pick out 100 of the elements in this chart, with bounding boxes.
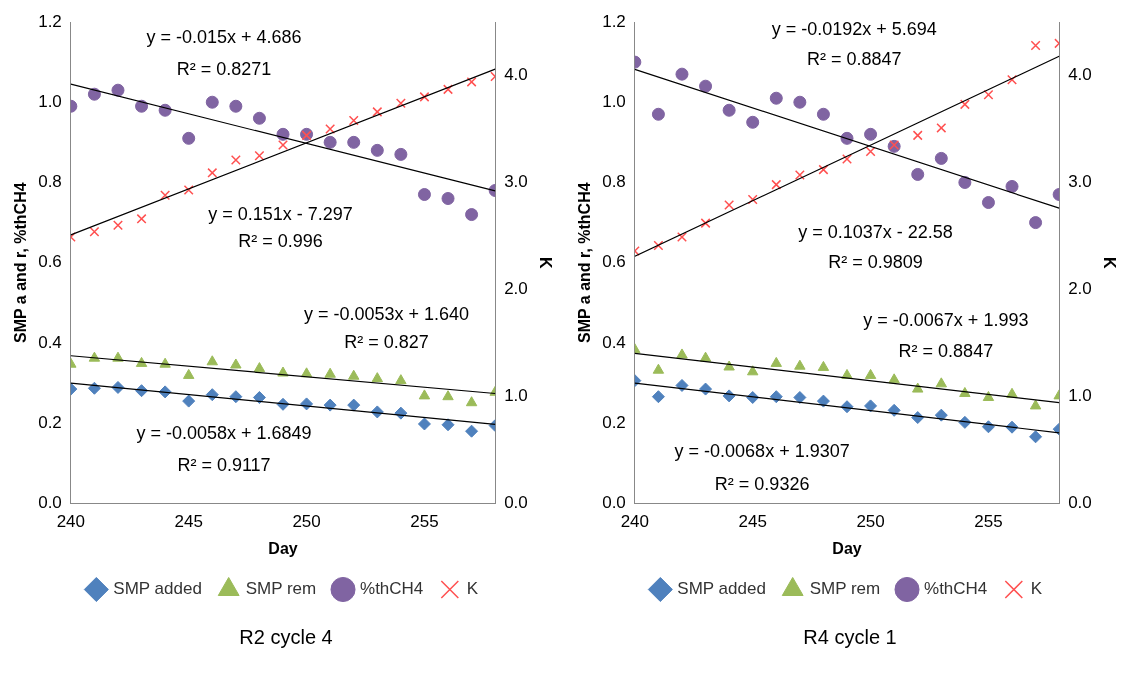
y2-tick-label: 0.0 <box>504 493 528 513</box>
y2-tick-label: 4.0 <box>504 65 528 85</box>
point <box>372 106 383 117</box>
point <box>207 167 218 178</box>
y2-tick-label: 3.0 <box>1068 172 1092 192</box>
point <box>394 147 408 161</box>
point <box>465 424 479 438</box>
point <box>816 394 830 408</box>
point <box>936 122 947 133</box>
annotation: R² = 0.8847 <box>806 49 902 69</box>
y-tick-label: 0.4 <box>38 332 62 352</box>
point <box>111 83 125 97</box>
point <box>816 107 830 121</box>
point <box>817 360 830 371</box>
legend-label: K <box>1030 579 1043 599</box>
legend-label: SMP rem <box>809 579 881 599</box>
point <box>230 155 241 165</box>
y-tick-label: 0.8 <box>602 172 626 192</box>
point <box>818 164 829 175</box>
y-axis-title: SMP a and r, %thCH4 <box>12 182 30 344</box>
point <box>675 67 689 81</box>
point <box>651 390 665 404</box>
point <box>935 377 947 388</box>
y2-tick-label: 0.0 <box>1068 493 1092 513</box>
point <box>418 389 431 400</box>
point <box>934 408 948 422</box>
point <box>653 240 664 251</box>
text: R2 cycle 4 <box>238 626 334 649</box>
y-tick-label: 1.0 <box>38 91 62 111</box>
point <box>981 196 995 210</box>
point <box>651 107 665 121</box>
point <box>417 188 431 201</box>
annotation: R² = 0.9326 <box>714 474 810 495</box>
point <box>794 359 806 370</box>
y2-tick-label: 1.0 <box>1068 386 1092 406</box>
legend-label: SMP rem <box>245 579 317 599</box>
point <box>1005 179 1019 193</box>
point <box>652 363 665 374</box>
annotation: y = -0.0067x + 1.993 <box>863 310 1029 331</box>
point <box>887 403 901 417</box>
point <box>443 84 454 95</box>
legend-label: SMP added <box>113 579 202 599</box>
point <box>675 378 689 392</box>
point <box>182 131 196 145</box>
point <box>183 368 195 379</box>
point <box>253 362 266 373</box>
x-tick-label: 250 <box>292 512 321 532</box>
point <box>911 167 925 181</box>
point <box>348 369 360 380</box>
point <box>793 95 807 109</box>
x-tick-label: 250 <box>856 512 885 532</box>
y-tick-label: 0.2 <box>38 412 62 432</box>
annotation: R² = 0.827 <box>344 332 429 353</box>
point <box>205 95 219 109</box>
point <box>182 394 196 408</box>
point <box>865 146 876 157</box>
point <box>278 140 288 151</box>
point <box>323 135 337 149</box>
point <box>1030 40 1041 51</box>
annotation: y = 0.1037x - 22.58 <box>798 221 953 242</box>
point <box>252 390 266 404</box>
x-tick-label: 240 <box>620 512 650 532</box>
point <box>136 213 147 224</box>
point <box>1029 399 1042 410</box>
point <box>465 396 478 407</box>
point <box>699 351 712 362</box>
y2-tick-label: 2.0 <box>1068 279 1092 299</box>
annotation: y = -0.015x + 4.686 <box>146 26 302 47</box>
annotation: R² = 0.9117 <box>177 454 271 475</box>
point <box>254 150 265 161</box>
y-tick-label: 0.0 <box>602 493 626 513</box>
point <box>1007 74 1018 85</box>
point <box>771 179 782 190</box>
point <box>746 115 760 129</box>
x-tick-label: 245 <box>174 512 203 532</box>
legend-label: %thCH4 <box>924 579 988 599</box>
point <box>348 115 359 126</box>
legend-label: %thCH4 <box>360 579 424 599</box>
annotation: y = -0.0068x + 1.9307 <box>674 440 850 461</box>
point <box>112 220 123 231</box>
y-tick-label: 0.2 <box>602 412 626 432</box>
point <box>724 199 735 210</box>
annotation: y = -0.0058x + 1.6849 <box>136 422 312 443</box>
legend-label: K <box>466 579 479 599</box>
point <box>842 153 852 164</box>
annotation: R² = 0.8271 <box>176 59 272 80</box>
x-tick-label: 245 <box>738 512 767 532</box>
point <box>912 130 923 141</box>
x-tick-label: 255 <box>410 512 439 532</box>
point <box>160 190 171 201</box>
point <box>135 99 149 113</box>
point <box>934 151 948 165</box>
point <box>747 194 758 205</box>
y-tick-label: 0.0 <box>38 493 62 513</box>
point <box>442 390 454 401</box>
x-axis-title: Day <box>268 539 298 557</box>
y2-tick-label: 1.0 <box>504 386 528 406</box>
point <box>465 208 479 222</box>
y2-tick-label: 4.0 <box>1068 65 1092 85</box>
point <box>417 417 431 431</box>
